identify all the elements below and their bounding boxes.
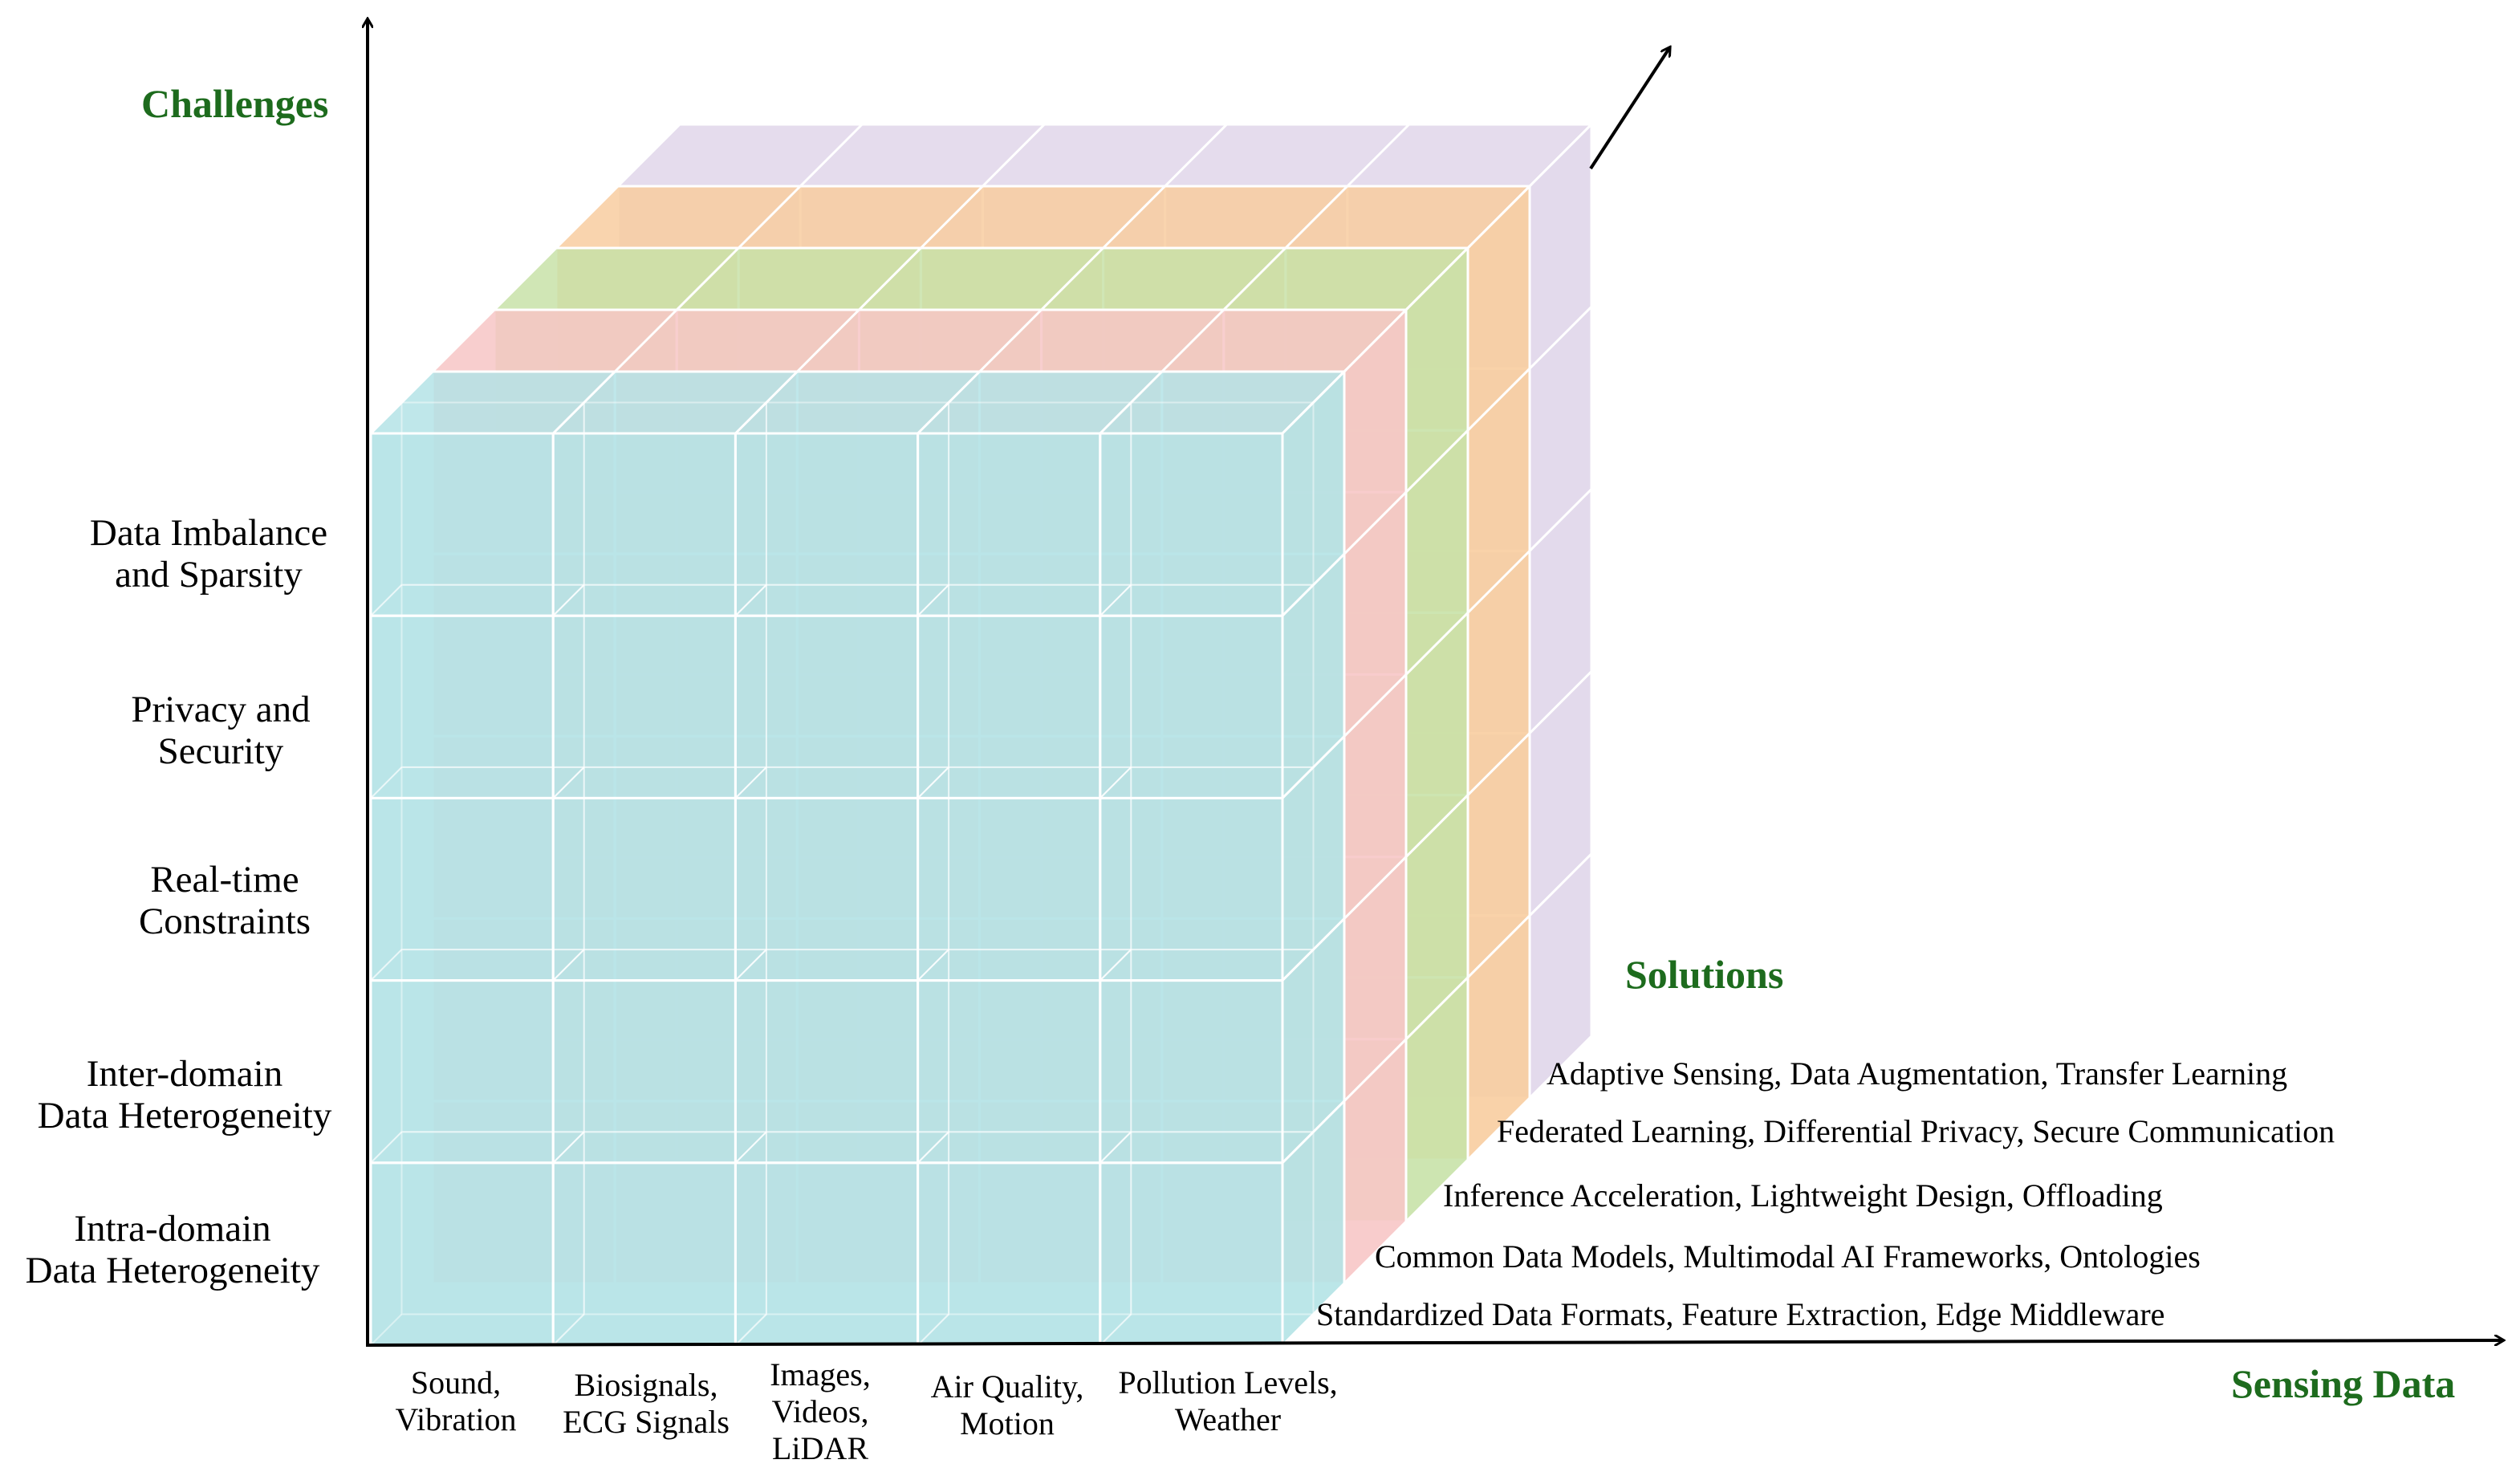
layer-side-face bbox=[1404, 245, 1469, 1225]
solution-label-standardized-formats: Standardized Data Formats, Feature Extra… bbox=[1316, 1296, 2165, 1332]
sensing-label-biosignals: Biosignals, ECG Signals bbox=[563, 1367, 730, 1440]
solution-label-federated-learning: Federated Learning, Differential Privacy… bbox=[1497, 1113, 2335, 1149]
challenge-label-data-imbalance: Data Imbalance and Sparsity bbox=[89, 512, 328, 596]
layer-front-face bbox=[369, 432, 1284, 1347]
sensing-label-sound: Sound, Vibration bbox=[395, 1364, 517, 1437]
solution-label-common-data-models: Common Data Models, Multimodal AI Framew… bbox=[1375, 1238, 2201, 1275]
challenge-label-real-time: Real-time Constraints bbox=[138, 859, 311, 942]
x-axis bbox=[365, 1340, 2502, 1347]
challenges-axis-title: Challenges bbox=[141, 81, 329, 126]
layer-top-face bbox=[615, 123, 1595, 188]
solution-label-inference-acceleration: Inference Acceleration, Lightweight Desi… bbox=[1443, 1177, 2163, 1214]
layer-top-face bbox=[491, 246, 1471, 311]
layer-top-face bbox=[553, 185, 1533, 250]
layer-side-face bbox=[1343, 307, 1408, 1287]
challenge-label-intra-domain: Intra-domain Data Heterogeneity bbox=[25, 1208, 320, 1291]
sensing-label-air-quality: Air Quality, Motion bbox=[930, 1368, 1084, 1441]
sensing-data-axis-title: Sensing Data bbox=[2231, 1361, 2456, 1406]
sensing-label-images: Images, Videos, LiDAR bbox=[770, 1356, 871, 1466]
layer-top-face bbox=[429, 308, 1409, 373]
challenge-label-privacy: Privacy and Security bbox=[131, 689, 311, 772]
layer-side-face bbox=[1466, 183, 1531, 1163]
solution-layer-0 bbox=[368, 368, 1347, 1348]
layer-side-face bbox=[1528, 121, 1593, 1101]
depth-axis bbox=[1589, 48, 1669, 170]
challenge-label-inter-domain: Inter-domain Data Heterogeneity bbox=[37, 1053, 332, 1136]
solutions-axis-title: Solutions bbox=[1625, 952, 1784, 997]
sensing-label-pollution: Pollution Levels, Weather bbox=[1118, 1364, 1338, 1437]
solution-label-adaptive-sensing: Adaptive Sensing, Data Augmentation, Tra… bbox=[1547, 1055, 2288, 1092]
